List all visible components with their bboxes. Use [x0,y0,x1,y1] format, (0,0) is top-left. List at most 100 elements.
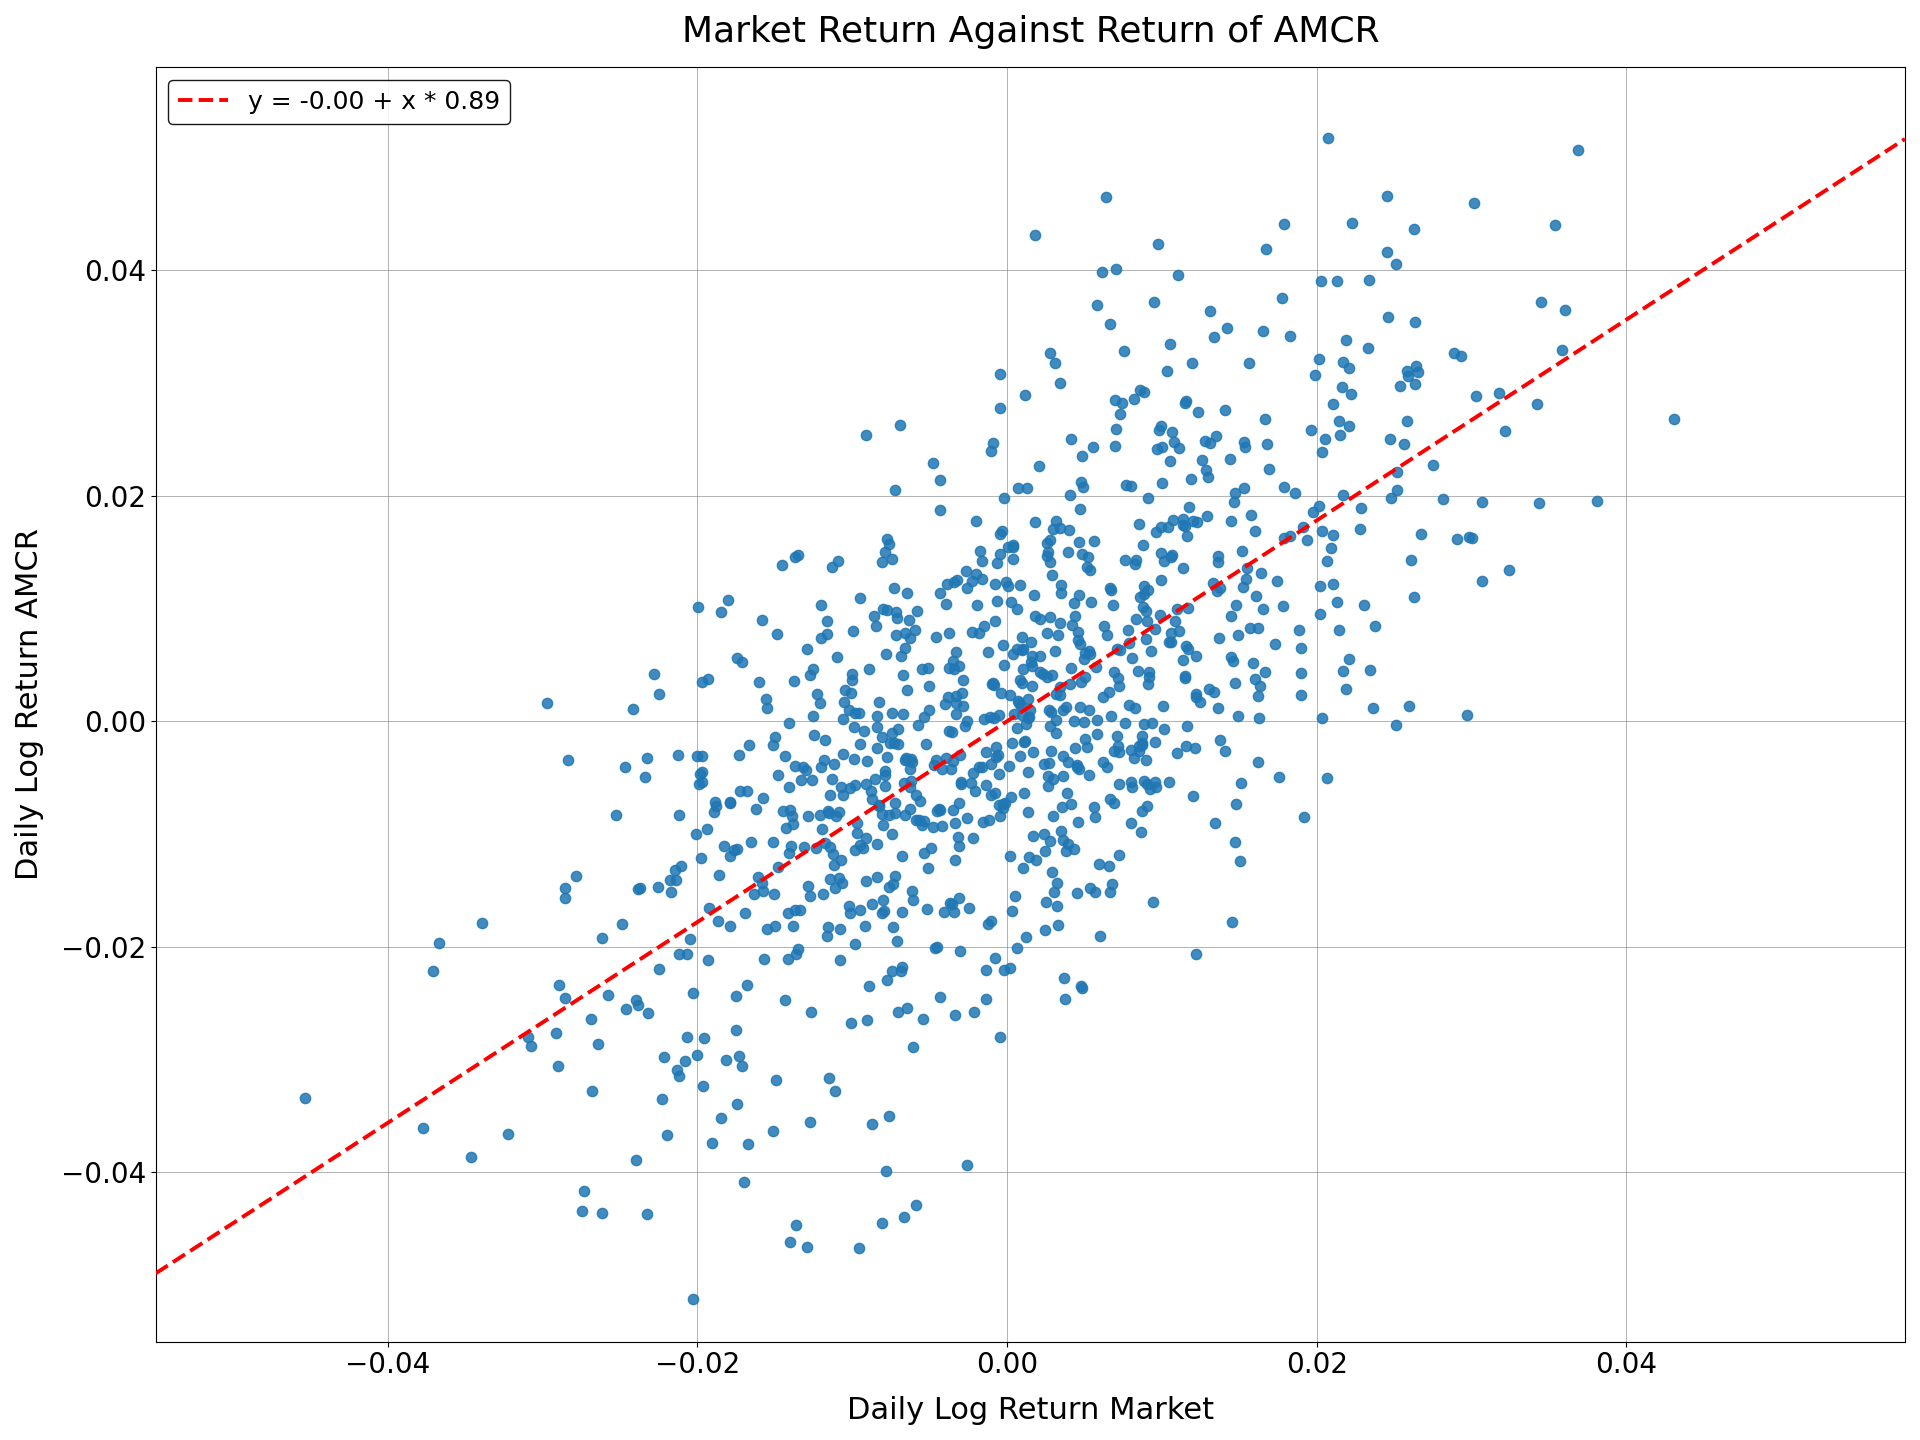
Point [1190,431,1221,454]
Point [941,848,972,871]
Point [543,973,574,996]
Point [620,1148,651,1171]
Point [693,949,724,972]
Point [925,498,956,521]
Point [814,783,845,806]
Point [964,540,995,563]
Point [1066,632,1096,655]
Point [962,593,993,616]
Point [877,822,908,845]
Point [851,423,881,446]
Point [791,757,822,780]
Point [1549,298,1580,321]
Point [1206,576,1236,599]
Point [1144,419,1175,442]
Point [852,1008,883,1031]
Point [1321,590,1352,613]
Point [1296,419,1327,442]
Point [1116,812,1146,835]
Point [1215,510,1246,533]
Point [1050,840,1081,863]
Point [958,762,989,785]
Point [753,917,783,940]
Y-axis label: Daily Log Return AMCR: Daily Log Return AMCR [15,528,44,880]
Point [1317,392,1348,415]
Point [1058,708,1089,732]
Point [929,693,960,716]
Point [1198,325,1229,348]
Point [952,1153,983,1176]
Point [1306,603,1336,626]
Point [1044,516,1075,539]
Point [870,760,900,783]
Point [1129,583,1160,606]
Point [851,827,881,850]
Point [1190,458,1221,481]
Point [1127,732,1158,755]
Point [1210,399,1240,422]
Point [620,988,651,1011]
Point [1215,603,1246,626]
Point [1066,975,1096,998]
Point [601,804,632,827]
Point [1219,491,1250,514]
Point [553,749,584,772]
Point [1309,428,1340,451]
Point [1227,576,1258,599]
Point [1260,632,1290,655]
Point [1006,626,1037,649]
Point [937,798,968,821]
Point [968,550,998,573]
Point [1102,724,1133,747]
Point [1117,746,1148,769]
Point [1325,409,1356,432]
Point [914,698,945,721]
Point [768,799,799,822]
Point [1062,756,1092,779]
Point [945,939,975,962]
Point [933,685,964,708]
Point [1037,664,1068,687]
Point [513,1025,543,1048]
Point [541,1022,572,1045]
Point [1140,438,1171,461]
Point [1215,645,1246,668]
Point [1139,289,1169,312]
Point [1171,524,1202,547]
Point [1108,340,1139,363]
Point [1100,418,1131,441]
Point [607,913,637,936]
Point [1250,238,1281,261]
Point [943,886,973,909]
Point [1523,393,1553,416]
Point [989,487,1020,510]
Point [639,662,670,685]
Point [1269,526,1300,549]
Point [952,576,983,599]
Point [973,809,1004,832]
Point [854,975,885,998]
Point [995,845,1025,868]
Point [774,841,804,864]
Point [950,714,981,737]
Point [1142,232,1173,255]
Point [860,768,891,791]
Point [1484,382,1515,405]
Point [935,757,966,780]
Point [1292,528,1323,552]
Point [1171,714,1202,737]
Point [1336,212,1367,235]
Point [1231,435,1261,458]
Point [1054,518,1085,541]
Point [705,600,735,624]
Point [1085,852,1116,876]
Point [1052,832,1083,855]
Point [1146,569,1177,592]
Point [1304,494,1334,517]
Point [684,773,714,796]
Point [895,775,925,798]
Point [1183,511,1213,534]
Point [868,814,899,837]
Point [904,789,935,812]
Point [747,873,778,896]
